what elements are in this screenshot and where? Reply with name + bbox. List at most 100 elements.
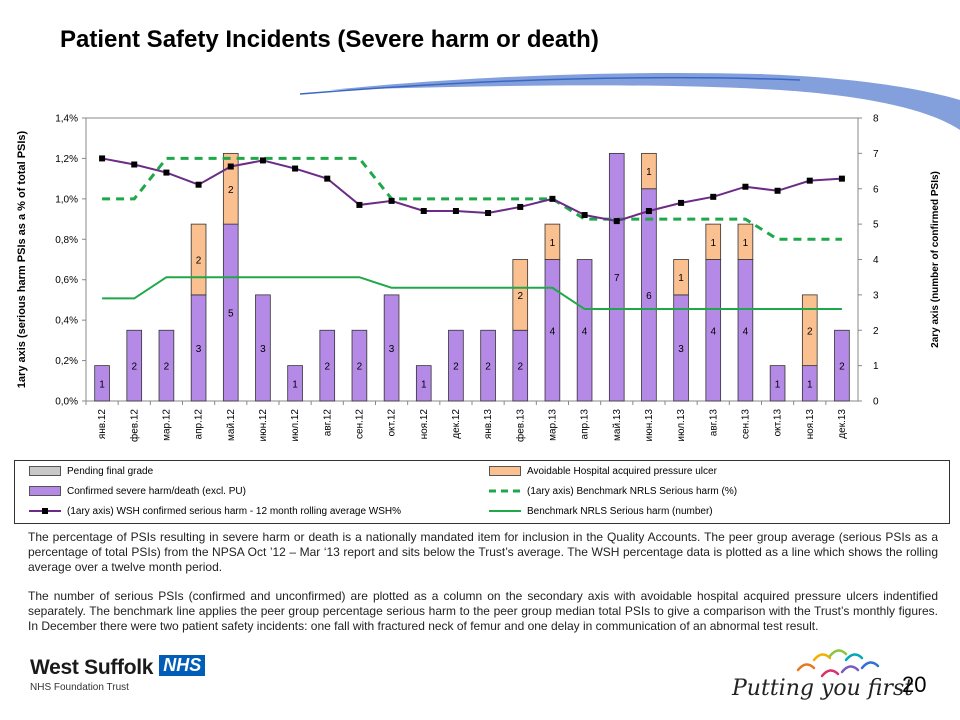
legend-label: (1ary axis) WSH confirmed serious harm -…: [67, 505, 401, 517]
wsh-point: [324, 175, 331, 182]
trust-logo: West Suffolk NHS NHS Foundation Trust: [30, 655, 206, 693]
wsh-rolling-average-line: [101, 157, 842, 223]
y2-tick-label: 1: [873, 361, 879, 372]
legend-item-confirmed: Confirmed severe harm/death (excl. PU): [29, 483, 246, 499]
y1-tick-label: 0,0%: [55, 397, 78, 408]
x-tick-label: июл.13: [676, 409, 687, 442]
bar-label-pressure-ulcer: 2: [807, 326, 813, 337]
bar-label-confirmed: 4: [550, 326, 556, 337]
bar-label-pressure-ulcer: 1: [646, 167, 652, 178]
bar-label-confirmed: 4: [582, 326, 588, 337]
legend-item-pending: Pending final grade: [29, 463, 153, 479]
paragraph-number: The number of serious PSIs (confirmed an…: [28, 589, 938, 633]
x-tick-label: сен.13: [740, 409, 751, 439]
page-title: Patient Safety Incidents (Severe harm or…: [60, 26, 599, 53]
x-tick-label: авг.13: [708, 409, 719, 437]
y2-tick-label: 7: [873, 149, 879, 160]
bar-label-confirmed: 3: [260, 344, 266, 355]
bar-label-confirmed: 1: [292, 379, 298, 390]
bar-pressure-ulcer: [544, 223, 561, 260]
bar-confirmed: [94, 365, 110, 402]
bar-label-pressure-ulcer: 1: [550, 238, 556, 249]
wsh-point: [742, 183, 749, 190]
y1-tick-label: 1,2%: [55, 154, 78, 165]
wsh-point: [645, 207, 652, 214]
bar-pressure-ulcer: [705, 223, 722, 260]
bar-pressure-ulcer: [641, 152, 657, 190]
y2-tick-label: 6: [873, 184, 879, 195]
bar-label-pressure-ulcer: 2: [228, 185, 234, 196]
bar-label-confirmed: 1: [421, 379, 427, 390]
chart-legend: Pending final grade Confirmed severe har…: [14, 460, 950, 524]
bar-label-confirmed: 2: [453, 362, 459, 373]
legend-swatch-benchmark-pct: [489, 489, 521, 493]
bar-confirmed: [448, 329, 464, 402]
bar-label-confirmed: 3: [196, 344, 202, 355]
wsh-point: [838, 175, 845, 182]
bar-label-confirmed: 1: [99, 379, 105, 390]
nhs-badge: NHS: [159, 655, 206, 676]
y1-tick-label: 0,6%: [55, 275, 78, 286]
x-tick-label: май.13: [612, 409, 623, 441]
legend-swatch-wsh: [29, 508, 61, 514]
bar-pressure-ulcer: [737, 223, 754, 260]
bar-confirmed: [608, 152, 625, 402]
legend-swatch-pending: [29, 466, 61, 476]
x-tick-label: сен.12: [354, 409, 365, 439]
bar-confirmed: [351, 329, 368, 402]
y1-tick-label: 0,2%: [55, 356, 78, 367]
legend-swatch-benchmark-num: [489, 510, 521, 512]
x-tick-label: ноя.13: [805, 409, 816, 440]
y2-tick-label: 4: [873, 255, 879, 266]
bar-confirmed: [383, 294, 400, 402]
x-tick-label: апр.12: [194, 409, 205, 440]
x-tick-label: окт.12: [387, 409, 398, 437]
x-tick-label: мар.13: [547, 409, 558, 441]
slogan-birds-graphic: [796, 649, 880, 678]
bar-label-confirmed: 2: [839, 362, 845, 373]
wsh-point: [678, 199, 685, 206]
bar-confirmed: [287, 365, 303, 402]
y1-axis-title: 1ary axis (serious harm PSIs as a % of t…: [16, 130, 28, 388]
x-tick-label: янв.13: [483, 409, 494, 440]
legend-label: Avoidable Hospital acquired pressure ulc…: [527, 465, 717, 477]
bar-label-pressure-ulcer: 1: [710, 238, 716, 249]
x-tick-label: мар.12: [161, 409, 172, 441]
wsh-point: [774, 187, 781, 194]
wsh-point: [292, 165, 299, 172]
decorative-swoosh: [299, 72, 960, 130]
wsh-point: [131, 161, 138, 168]
wsh-point: [549, 195, 556, 202]
psi-combo-chart: 0,0% 0,2% 0,4% 0,6% 0,8% 1,0% 1,2% 1,4% 0 1 2 3 4 5 6 7…: [16, 114, 941, 443]
bar-label-confirmed: 2: [357, 362, 363, 373]
bar-label-confirmed: 2: [517, 362, 523, 373]
legend-label: (1ary axis) Benchmark NRLS Serious harm …: [527, 485, 738, 497]
bar-label-pressure-ulcer: 2: [196, 256, 202, 267]
bar-label-confirmed: 4: [743, 326, 749, 337]
bar-pressure-ulcer: [801, 294, 818, 367]
wsh-point: [356, 201, 363, 208]
legend-label: Pending final grade: [67, 465, 154, 477]
wsh-point: [259, 157, 266, 164]
bar-confirmed: [576, 259, 593, 402]
x-tick-label: май.12: [226, 409, 237, 441]
y2-tick-label: 2: [873, 326, 879, 337]
bar-label-confirmed: 4: [710, 326, 716, 337]
wsh-point: [581, 212, 588, 219]
x-tick-label: апр.13: [580, 409, 591, 440]
bar-label-pressure-ulcer: 2: [517, 291, 523, 302]
bar-confirmed: [158, 329, 175, 402]
legend-item-benchmark-pct: (1ary axis) Benchmark NRLS Serious harm …: [489, 483, 737, 499]
y1-tick-label: 0,4%: [55, 316, 78, 327]
wsh-point: [388, 197, 395, 204]
bar-confirmed: [834, 329, 850, 402]
bar-label-confirmed: 1: [807, 379, 813, 390]
logo-trust: NHS Foundation Trust: [30, 682, 129, 693]
bar-label-confirmed: 3: [678, 344, 684, 355]
legend-swatch-confirmed: [29, 486, 61, 496]
x-tick-label: фев.13: [514, 409, 526, 442]
benchmark-number-line: [102, 276, 842, 311]
x-tick-label: июн.13: [644, 409, 655, 442]
x-tick-label: фев.12: [128, 409, 140, 442]
x-tick-label: июл.12: [290, 409, 301, 442]
